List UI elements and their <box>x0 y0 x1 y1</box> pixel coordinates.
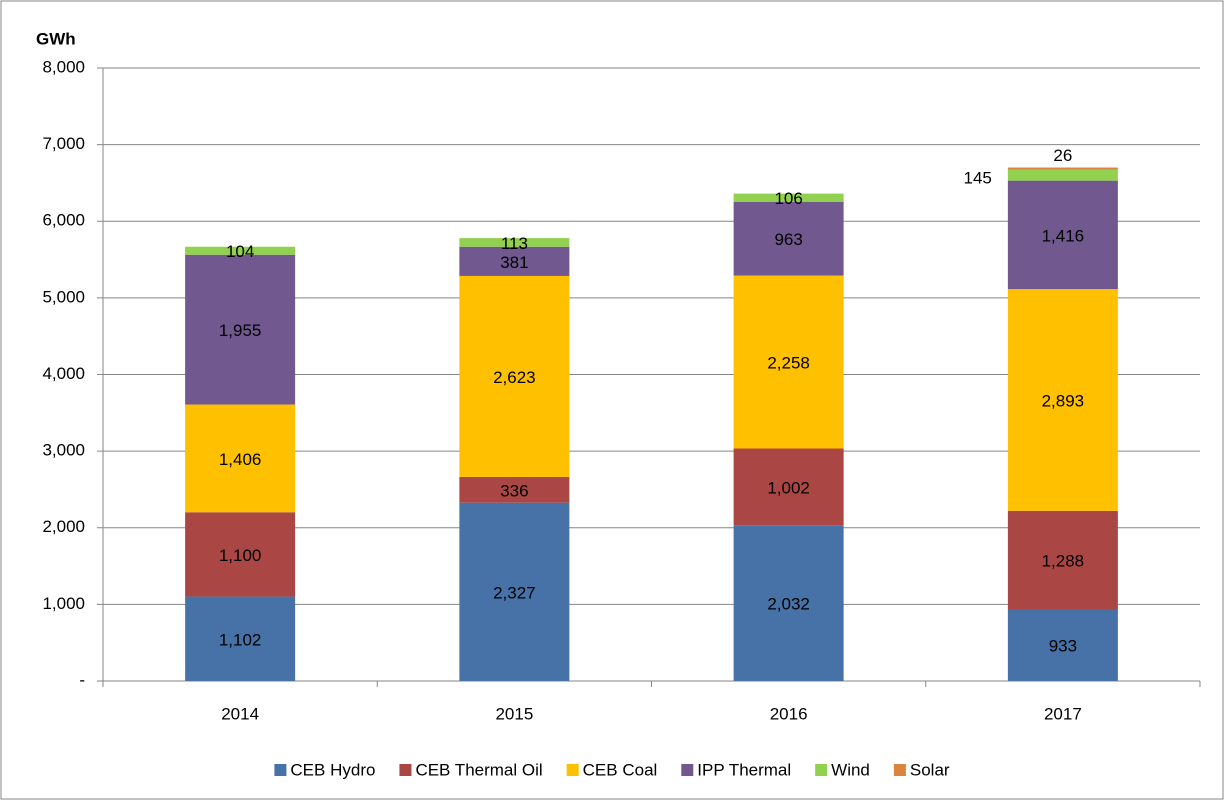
y-tick-label: 6,000 <box>42 211 85 230</box>
data-label: 2,893 <box>1042 391 1085 410</box>
bar-segment <box>1007 510 1118 610</box>
bar-segment <box>733 448 844 526</box>
data-label: 145 <box>964 169 992 188</box>
data-label: 113 <box>501 234 528 253</box>
data-label: 1,955 <box>219 321 262 340</box>
data-label: 1,100 <box>219 546 262 565</box>
bar-segment <box>459 476 570 503</box>
bar-segment <box>733 275 844 449</box>
x-tick-label: 2016 <box>770 704 808 723</box>
data-label: 2,327 <box>493 583 536 602</box>
bar-segment <box>733 201 844 276</box>
y-tick-label: 5,000 <box>42 287 85 306</box>
bar-segment <box>733 525 844 681</box>
legend-swatch <box>893 764 906 776</box>
y-tick-label: 4,000 <box>42 364 85 383</box>
data-label: 1,002 <box>767 478 810 497</box>
legend-swatch <box>681 764 694 776</box>
bar-segment <box>185 404 296 513</box>
bar-segment <box>1007 167 1118 170</box>
x-tick-label: 2015 <box>495 704 533 723</box>
bar-segment <box>1007 609 1118 681</box>
y-axis-label: GWh <box>36 29 76 48</box>
legend-label: Solar <box>910 760 950 779</box>
data-label: 2,032 <box>767 595 810 614</box>
data-label: 933 <box>1049 637 1077 656</box>
bar-segment <box>733 193 844 202</box>
data-label: 336 <box>500 481 528 500</box>
legend-swatch <box>815 764 828 776</box>
bar-segment <box>185 246 296 255</box>
y-tick-label: 1,000 <box>42 594 85 613</box>
data-label: 106 <box>774 189 802 208</box>
data-label: 381 <box>500 253 528 272</box>
y-tick-label: 8,000 <box>42 57 85 76</box>
bar-segment <box>459 275 570 477</box>
legend-swatch <box>399 764 412 776</box>
bar-segment <box>459 246 570 276</box>
bar-segment <box>1007 180 1118 290</box>
data-label: 963 <box>774 230 802 249</box>
data-label: 1,102 <box>219 630 262 649</box>
bar-segment <box>1007 169 1118 181</box>
data-label: 2,623 <box>493 368 536 387</box>
bar-segment <box>459 502 570 681</box>
legend-label: CEB Thermal Oil <box>415 760 542 779</box>
legend-label: Wind <box>831 760 870 779</box>
x-tick-label: 2017 <box>1044 704 1082 723</box>
legend-swatch <box>566 764 579 776</box>
data-label: 2,258 <box>767 353 810 372</box>
data-label: 1,416 <box>1042 226 1085 245</box>
y-tick-label: 7,000 <box>42 134 85 153</box>
data-label: 1,406 <box>219 450 262 469</box>
data-label: 104 <box>226 242 254 261</box>
y-tick-label: 3,000 <box>42 441 85 460</box>
legend-swatch <box>274 764 287 776</box>
bar-segment <box>1007 289 1118 511</box>
bar-segment <box>459 238 570 247</box>
x-tick-label: 2014 <box>221 704 259 723</box>
y-tick-label: - <box>79 670 85 689</box>
bar-segment <box>185 254 296 405</box>
legend-label: CEB Hydro <box>290 760 375 779</box>
y-tick-label: 2,000 <box>42 517 85 536</box>
legend-label: CEB Coal <box>583 760 658 779</box>
data-label: 1,288 <box>1042 552 1085 571</box>
legend-label: IPP Thermal <box>697 760 791 779</box>
bar-segment <box>185 512 296 597</box>
bar-segment <box>185 596 296 681</box>
data-label: 26 <box>1053 146 1072 165</box>
